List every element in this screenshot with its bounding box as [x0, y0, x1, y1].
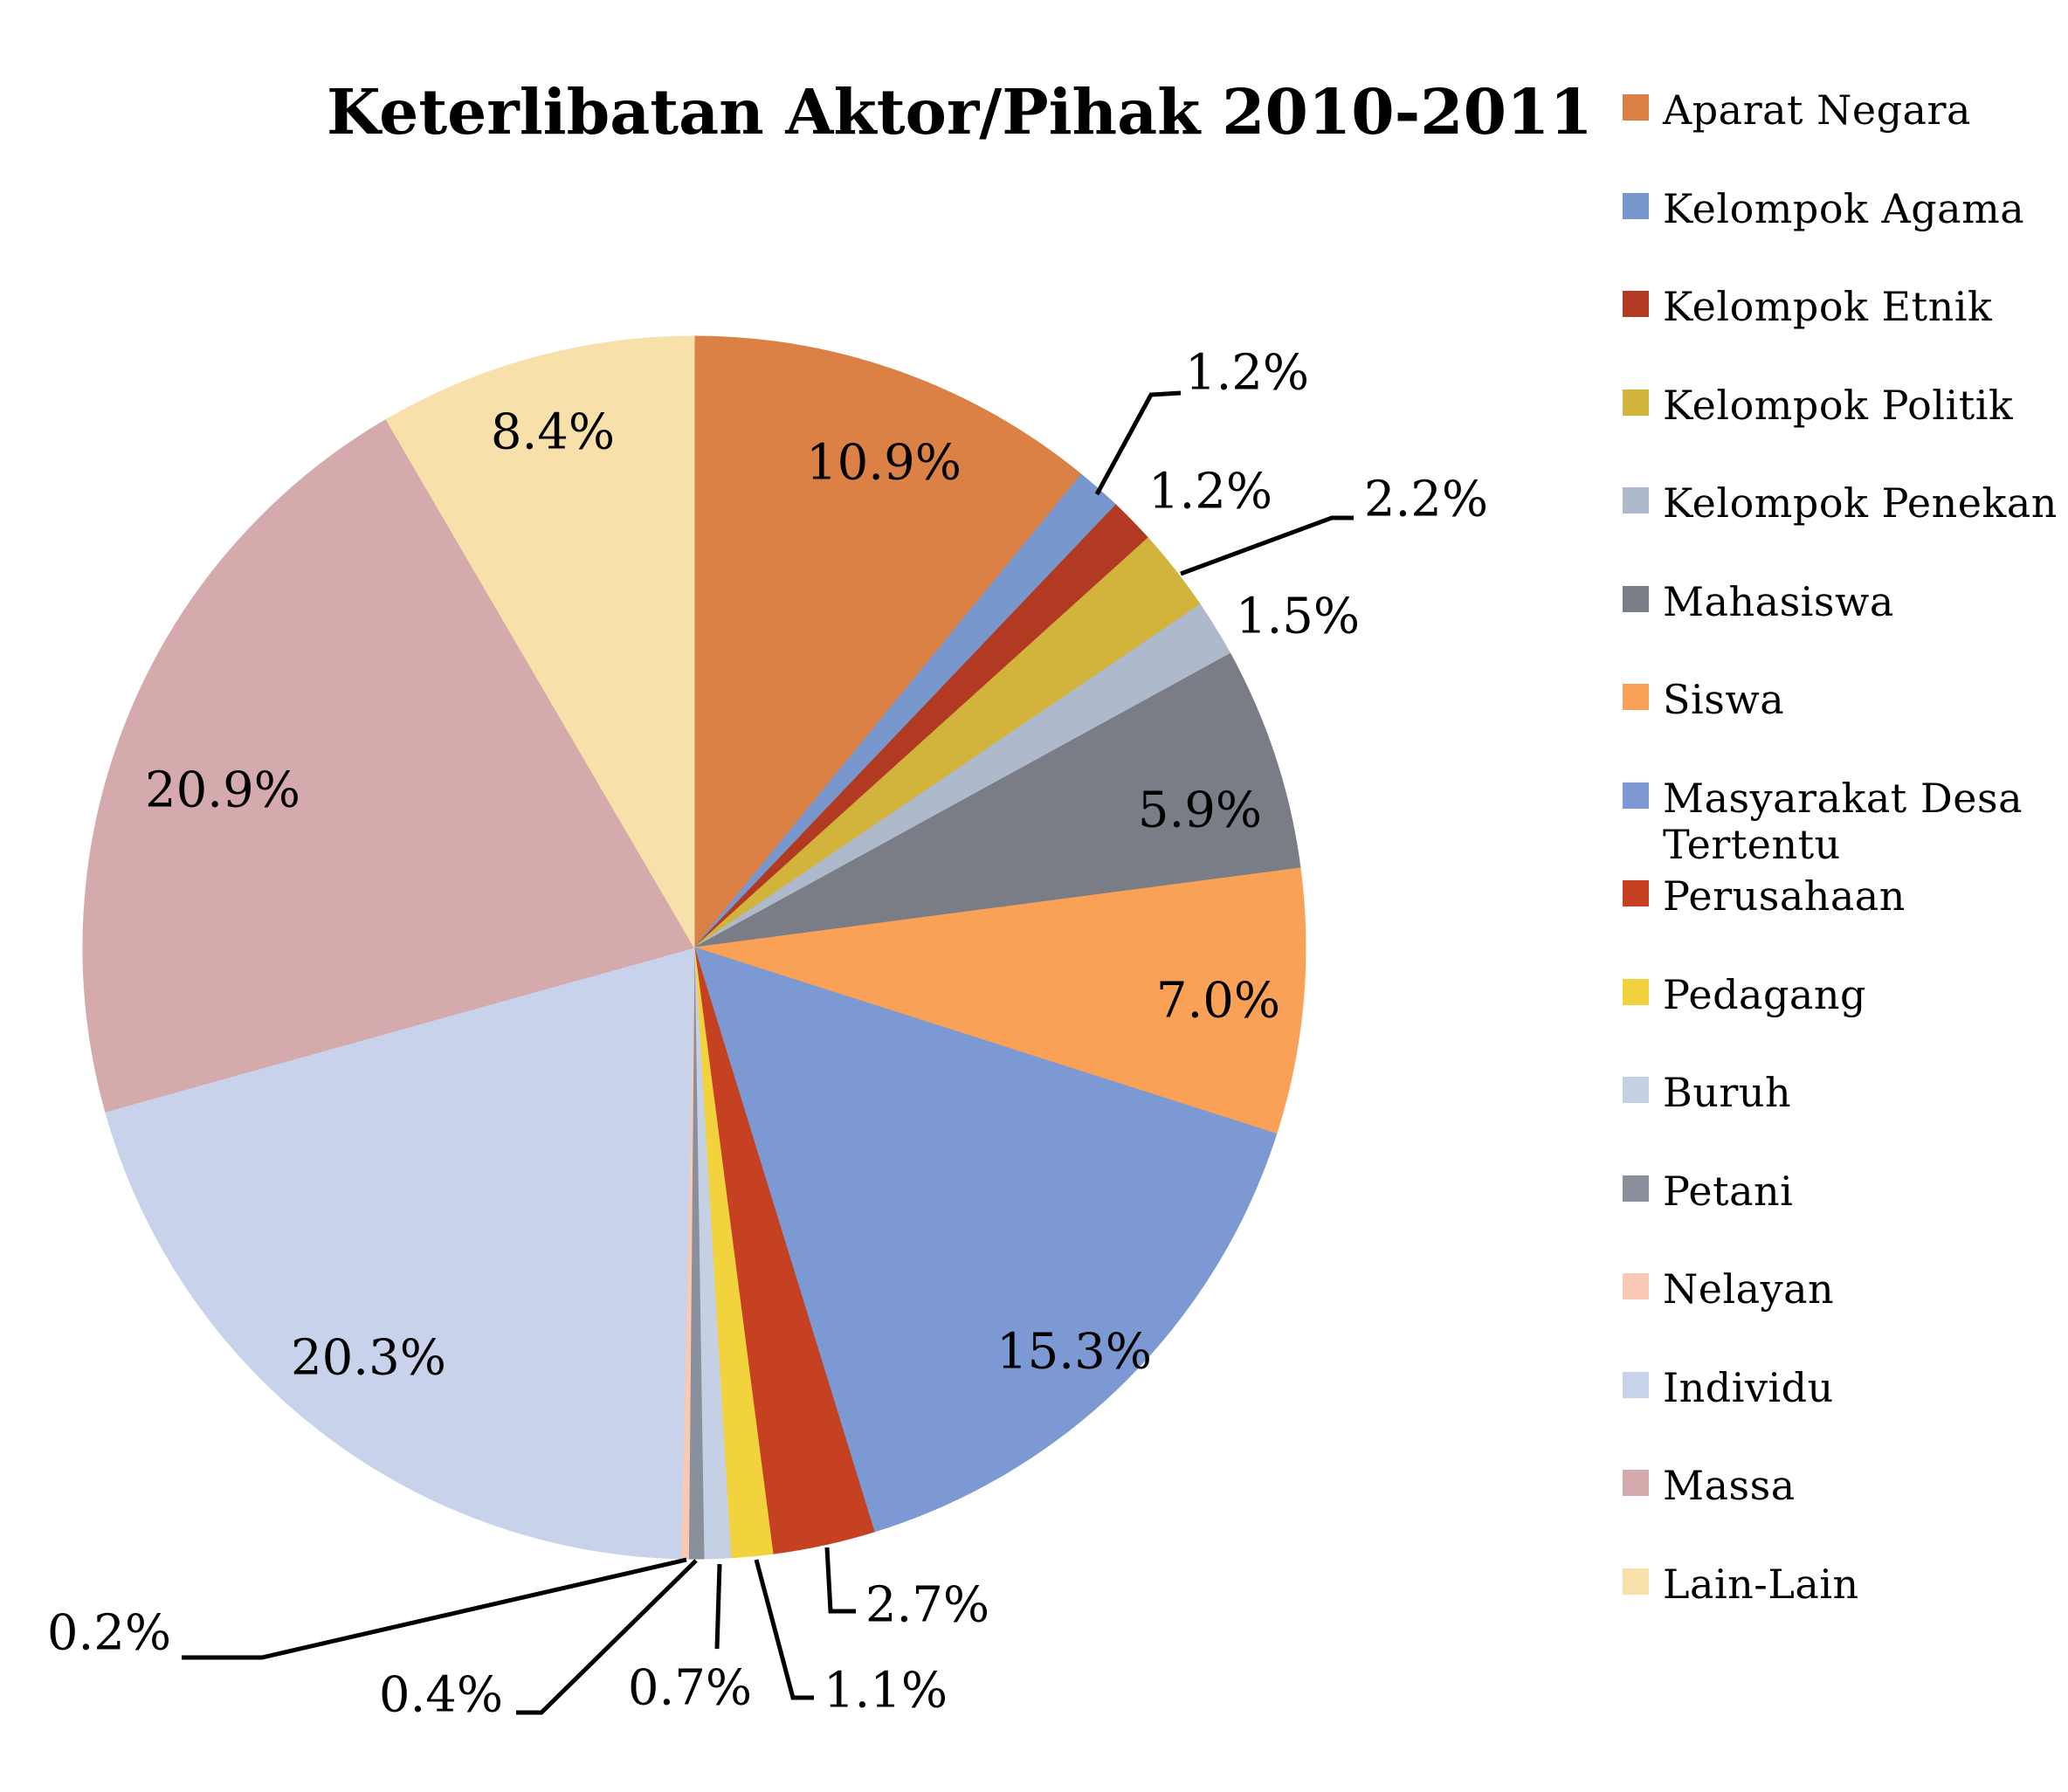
legend-label-nelayan: Nelayan — [1663, 1265, 1835, 1313]
legend-item-kelompok-penekan[interactable]: Kelompok Penekan — [1623, 479, 2066, 579]
leader-line-nelayan — [182, 1557, 687, 1660]
legend-item-masyarakat-desa-tertentu[interactable]: Masyarakat Desa Tertentu — [1623, 775, 2066, 874]
legend-swatch-pedagang — [1623, 978, 1649, 1005]
pie-slice-siswa[interactable] — [693, 867, 1306, 1135]
legend-label-buruh: Buruh — [1663, 1069, 1792, 1116]
legend: Aparat Negara Kelompok Agama Kelompok Etni… — [1623, 86, 2066, 1660]
legend-item-nelayan[interactable]: Nelayan — [1623, 1265, 2066, 1365]
slice-value-label-pedagang: 1.1% — [824, 1663, 948, 1720]
legend-item-siswa[interactable]: Siswa — [1623, 676, 2066, 775]
leader-line-buruh — [714, 1563, 722, 1650]
pie-slice-aparat-negara[interactable] — [693, 335, 1082, 949]
leader-line-petani — [516, 1559, 698, 1715]
legend-label-perusahaan: Perusahaan — [1663, 872, 1906, 920]
legend-swatch-massa — [1623, 1470, 1649, 1496]
slice-value-label-aparat-negara: 10.9% — [806, 435, 962, 492]
legend-swatch-buruh — [1623, 1077, 1649, 1103]
slice-value-label-perusahaan: 2.7% — [865, 1577, 989, 1634]
legend-swatch-kelompok-agama — [1623, 192, 1649, 219]
slice-value-label-kelompok-politik: 2.2% — [1364, 472, 1488, 528]
slice-value-label-lain-lain: 8.4% — [491, 404, 615, 461]
legend-swatch-perusahaan — [1623, 880, 1649, 906]
legend-swatch-kelompok-etnik — [1623, 291, 1649, 317]
slice-value-label-kelompok-etnik: 1.2% — [1148, 464, 1272, 520]
legend-item-buruh[interactable]: Buruh — [1623, 1069, 2066, 1168]
legend-label-kelompok-politik: Kelompok Politik — [1663, 381, 2014, 429]
legend-item-massa[interactable]: Massa — [1623, 1462, 2066, 1561]
legend-label-mahasiswa: Mahasiswa — [1663, 577, 1894, 625]
legend-swatch-mahasiswa — [1623, 585, 1649, 612]
slice-value-label-buruh: 0.7% — [628, 1660, 752, 1717]
slice-value-label-kelompok-agama: 1.2% — [1185, 345, 1309, 402]
leader-line-perusahaan — [824, 1547, 856, 1614]
slice-value-label-kelompok-penekan: 1.5% — [1236, 589, 1360, 645]
legend-swatch-masyarakat-desa-tertentu — [1623, 782, 1649, 809]
legend-swatch-siswa — [1623, 684, 1649, 710]
legend-swatch-kelompok-penekan — [1623, 487, 1649, 513]
legend-swatch-individu — [1623, 1371, 1649, 1398]
legend-label-siswa: Siswa — [1663, 676, 1785, 723]
legend-label-petani: Petani — [1663, 1167, 1794, 1215]
legend-swatch-aparat-negara — [1623, 94, 1649, 121]
legend-label-lain-lain: Lain-Lain — [1663, 1560, 1859, 1608]
leader-line-pedagang — [754, 1559, 814, 1700]
slice-value-label-mahasiswa: 5.9% — [1138, 782, 1262, 839]
pie-slice-massa[interactable] — [82, 418, 695, 1113]
slice-value-label-nelayan: 0.2% — [47, 1605, 171, 1662]
legend-item-kelompok-politik[interactable]: Kelompok Politik — [1623, 381, 2066, 481]
legend-label-kelompok-etnik: Kelompok Etnik — [1663, 283, 1993, 330]
legend-label-kelompok-agama: Kelompok Agama — [1663, 184, 2025, 232]
legend-item-individu[interactable]: Individu — [1623, 1363, 2066, 1464]
legend-swatch-lain-lain — [1623, 1568, 1649, 1595]
legend-label-pedagang: Pedagang — [1663, 970, 1866, 1018]
slice-value-label-siswa: 7.0% — [1156, 973, 1280, 1030]
leader-line-kelompok-agama — [1094, 390, 1182, 496]
slice-value-label-masyarakat-desa-tertentu: 15.3% — [996, 1324, 1152, 1381]
legend-item-kelompok-agama[interactable]: Kelompok Agama — [1623, 184, 2066, 285]
legend-label-kelompok-penekan: Kelompok Penekan — [1663, 479, 2058, 527]
legend-item-pedagang[interactable]: Pedagang — [1623, 970, 2066, 1071]
legend-label-individu: Individu — [1663, 1363, 1834, 1411]
legend-label-aparat-negara: Aparat Negara — [1663, 86, 1971, 134]
legend-swatch-nelayan — [1623, 1273, 1649, 1299]
pie-slice-mahasiswa[interactable] — [693, 652, 1301, 948]
legend-item-perusahaan[interactable]: Perusahaan — [1623, 872, 2066, 972]
legend-label-massa: Massa — [1663, 1462, 1796, 1509]
legend-item-aparat-negara[interactable]: Aparat Negara — [1623, 86, 2066, 186]
chart-title: Keterlibatan Aktor/Pihak 2010-2011 — [327, 75, 1593, 148]
slice-value-label-individu: 20.3% — [291, 1330, 446, 1387]
legend-item-petani[interactable]: Petani — [1623, 1168, 2066, 1267]
pie-slice-lain-lain[interactable] — [385, 335, 695, 949]
legend-label-masyarakat-desa-tertentu: Masyarakat Desa Tertentu — [1663, 774, 2023, 868]
pie-slice-individu[interactable] — [105, 947, 695, 1560]
legend-swatch-kelompok-politik — [1623, 389, 1649, 416]
slice-value-label-petani: 0.4% — [379, 1667, 503, 1724]
leader-line-kelompok-politik — [1180, 515, 1354, 576]
pie-slice-masyarakat-desa-tertentu[interactable] — [693, 947, 1278, 1533]
slice-value-label-massa: 20.9% — [145, 762, 300, 819]
legend-item-kelompok-etnik[interactable]: Kelompok Etnik — [1623, 283, 2066, 383]
legend-item-mahasiswa[interactable]: Mahasiswa — [1623, 577, 2066, 678]
legend-item-lain-lain[interactable]: Lain-Lain — [1623, 1561, 2066, 1660]
legend-swatch-petani — [1623, 1175, 1649, 1202]
